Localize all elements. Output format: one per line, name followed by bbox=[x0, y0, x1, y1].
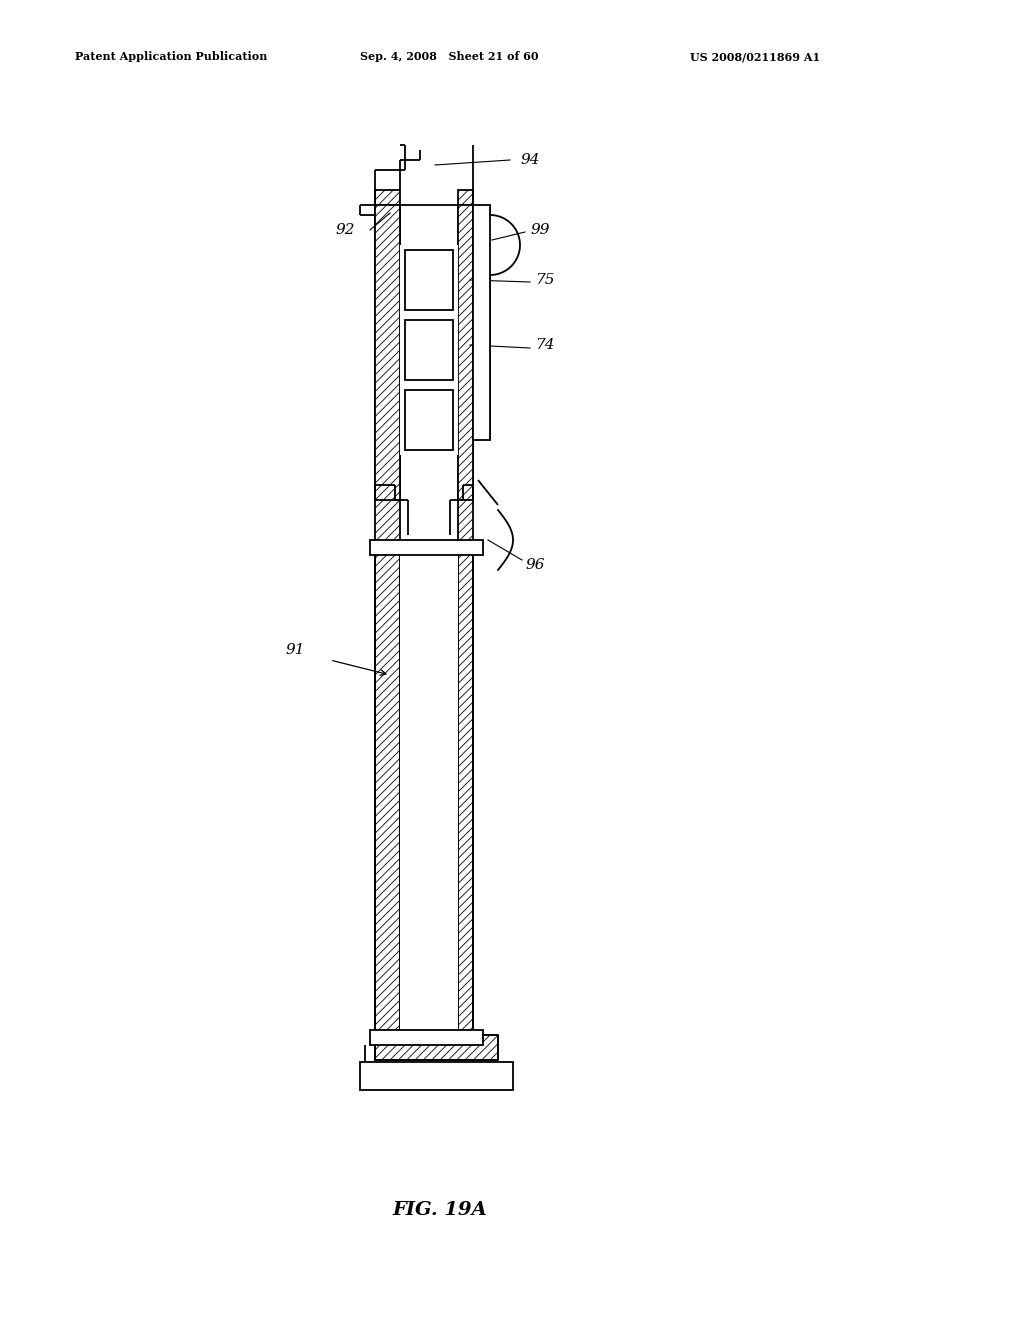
Bar bbox=[370, 540, 483, 554]
Bar bbox=[458, 190, 473, 1030]
Text: 94: 94 bbox=[520, 153, 540, 168]
Text: 75: 75 bbox=[536, 273, 555, 286]
Text: FIG. 19A: FIG. 19A bbox=[392, 1201, 487, 1218]
Bar bbox=[375, 1035, 498, 1060]
Text: Patent Application Publication: Patent Application Publication bbox=[75, 51, 267, 62]
Bar bbox=[406, 389, 453, 450]
Bar bbox=[458, 205, 473, 500]
Bar bbox=[400, 554, 458, 1030]
Bar bbox=[370, 1030, 483, 1045]
Text: 91: 91 bbox=[286, 643, 305, 657]
Text: 95c: 95c bbox=[418, 413, 443, 426]
Text: 96: 96 bbox=[525, 558, 545, 572]
Bar bbox=[375, 190, 400, 1030]
Text: 95b: 95b bbox=[418, 343, 444, 356]
Bar bbox=[406, 319, 453, 380]
Text: 99: 99 bbox=[530, 223, 550, 238]
Text: US 2008/0211869 A1: US 2008/0211869 A1 bbox=[690, 51, 820, 62]
Text: 95a: 95a bbox=[418, 273, 444, 286]
Text: Sep. 4, 2008   Sheet 21 of 60: Sep. 4, 2008 Sheet 21 of 60 bbox=[360, 51, 539, 62]
Bar bbox=[360, 1063, 513, 1090]
Bar bbox=[406, 249, 453, 310]
Bar bbox=[375, 205, 400, 500]
Bar bbox=[400, 246, 458, 455]
Text: 92: 92 bbox=[335, 223, 354, 238]
Bar bbox=[473, 205, 490, 440]
Text: 74: 74 bbox=[536, 338, 555, 352]
